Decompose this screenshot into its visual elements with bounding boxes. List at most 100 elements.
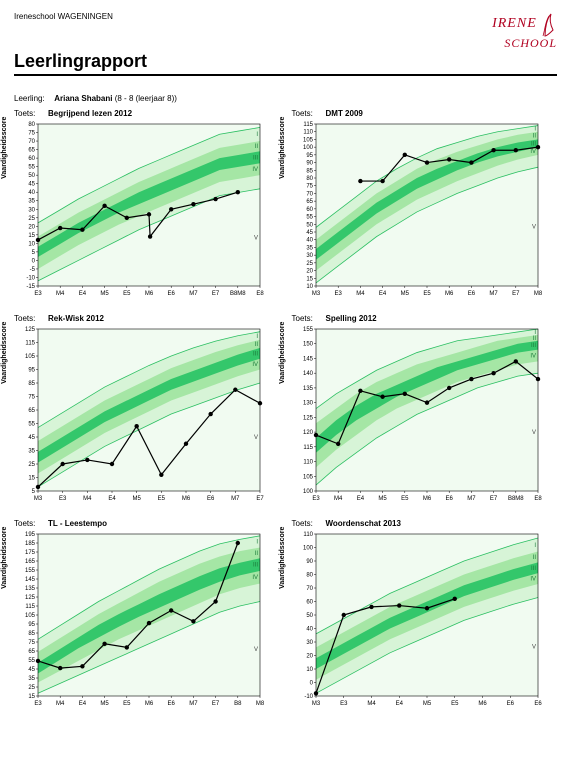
svg-text:105: 105 xyxy=(25,354,36,360)
panel-label: Toets: xyxy=(14,109,48,118)
svg-text:E3: E3 xyxy=(312,496,320,502)
svg-text:70: 70 xyxy=(306,191,313,197)
svg-text:E7: E7 xyxy=(212,291,220,297)
svg-text:65: 65 xyxy=(28,649,35,655)
svg-text:E5: E5 xyxy=(123,701,131,707)
svg-text:150: 150 xyxy=(302,342,313,348)
svg-text:0: 0 xyxy=(32,258,36,264)
svg-text:E6: E6 xyxy=(467,291,475,297)
svg-text:60: 60 xyxy=(306,207,313,213)
svg-text:35: 35 xyxy=(306,245,313,251)
svg-text:135: 135 xyxy=(25,586,36,592)
svg-text:85: 85 xyxy=(28,381,35,387)
svg-text:M7: M7 xyxy=(189,701,198,707)
svg-text:75: 75 xyxy=(28,130,35,136)
svg-text:V: V xyxy=(531,645,535,651)
svg-text:105: 105 xyxy=(25,613,36,619)
svg-text:II: II xyxy=(532,336,536,342)
svg-text:55: 55 xyxy=(28,164,35,170)
svg-text:M8: M8 xyxy=(256,701,265,707)
svg-text:40: 40 xyxy=(306,238,313,244)
svg-text:15: 15 xyxy=(306,276,313,282)
svg-text:110: 110 xyxy=(303,459,313,465)
svg-text:E3: E3 xyxy=(59,496,67,502)
svg-text:E6: E6 xyxy=(207,496,215,502)
svg-text:III: III xyxy=(253,155,258,161)
svg-text:75: 75 xyxy=(28,640,35,646)
svg-text:IV: IV xyxy=(530,353,536,359)
svg-text:E8: E8 xyxy=(534,496,542,502)
svg-text:175: 175 xyxy=(25,550,36,556)
svg-text:85: 85 xyxy=(28,631,35,637)
svg-text:25: 25 xyxy=(306,261,313,267)
svg-text:0: 0 xyxy=(309,680,313,686)
svg-text:B8: B8 xyxy=(234,701,242,707)
svg-text:M6: M6 xyxy=(145,291,154,297)
svg-text:M5: M5 xyxy=(400,291,409,297)
svg-text:M4: M4 xyxy=(56,701,65,707)
svg-text:M6: M6 xyxy=(182,496,191,502)
svg-text:125: 125 xyxy=(302,415,313,421)
panel-title: DMT 2009 xyxy=(326,109,363,118)
svg-text:95: 95 xyxy=(28,622,35,628)
chart: 1015202530354045505560657075808590951001… xyxy=(292,120,552,300)
panel-title: Rek-Wisk 2012 xyxy=(48,314,104,323)
svg-text:5: 5 xyxy=(32,250,36,256)
svg-text:110: 110 xyxy=(303,532,313,538)
svg-text:80: 80 xyxy=(306,176,313,182)
svg-text:E7: E7 xyxy=(212,701,220,707)
y-axis-label: Vaardigheidsscore xyxy=(279,526,286,588)
svg-text:B8M8: B8M8 xyxy=(507,496,523,502)
chart: 5152535455565758595105115125M3E3M4E4M5E5… xyxy=(14,325,274,505)
svg-text:M3: M3 xyxy=(311,291,320,297)
svg-text:90: 90 xyxy=(306,559,313,565)
svg-text:E4: E4 xyxy=(378,291,386,297)
svg-text:35: 35 xyxy=(28,676,35,682)
svg-text:55: 55 xyxy=(28,421,35,427)
svg-text:25: 25 xyxy=(28,216,35,222)
svg-text:70: 70 xyxy=(306,586,313,592)
svg-text:M5: M5 xyxy=(378,496,387,502)
panel-title: Begrijpend lezen 2012 xyxy=(48,109,132,118)
svg-text:M6: M6 xyxy=(422,496,431,502)
svg-text:100: 100 xyxy=(302,545,313,551)
svg-text:20: 20 xyxy=(306,653,313,659)
svg-text:III: III xyxy=(530,141,535,147)
svg-text:III: III xyxy=(530,566,535,572)
svg-text:M3: M3 xyxy=(311,701,320,707)
svg-text:IV: IV xyxy=(530,149,536,155)
panel-label: Toets: xyxy=(292,109,326,118)
svg-text:75: 75 xyxy=(28,394,35,400)
svg-text:M4: M4 xyxy=(334,496,343,502)
svg-text:125: 125 xyxy=(25,595,36,601)
svg-text:E6: E6 xyxy=(534,701,542,707)
svg-text:50: 50 xyxy=(28,173,35,179)
svg-text:10: 10 xyxy=(28,241,35,247)
svg-text:M6: M6 xyxy=(145,701,154,707)
svg-text:90: 90 xyxy=(306,160,313,166)
svg-text:15: 15 xyxy=(28,475,35,481)
svg-text:165: 165 xyxy=(25,559,36,565)
svg-text:45: 45 xyxy=(28,181,35,187)
svg-text:60: 60 xyxy=(306,599,313,605)
svg-text:IV: IV xyxy=(252,362,258,368)
svg-text:45: 45 xyxy=(28,435,35,441)
svg-text:E5: E5 xyxy=(423,291,431,297)
svg-text:60: 60 xyxy=(28,156,35,162)
svg-text:115: 115 xyxy=(25,340,35,346)
svg-text:IV: IV xyxy=(530,576,536,582)
svg-text:E7: E7 xyxy=(489,496,497,502)
svg-text:45: 45 xyxy=(306,230,313,236)
svg-text:II: II xyxy=(532,555,536,561)
svg-text:M5: M5 xyxy=(100,701,109,707)
svg-text:30: 30 xyxy=(306,253,313,259)
y-axis-label: Vaardigheidsscore xyxy=(279,321,286,383)
svg-text:25: 25 xyxy=(28,685,35,691)
y-axis-label: Vaardigheidsscore xyxy=(1,116,8,178)
svg-text:E6: E6 xyxy=(506,701,514,707)
svg-text:110: 110 xyxy=(303,130,313,136)
svg-text:M7: M7 xyxy=(189,291,198,297)
svg-text:135: 135 xyxy=(302,386,313,392)
svg-text:E3: E3 xyxy=(334,291,342,297)
chart-panel: Toets:Woordenschat 2013-1001020304050607… xyxy=(292,519,558,710)
